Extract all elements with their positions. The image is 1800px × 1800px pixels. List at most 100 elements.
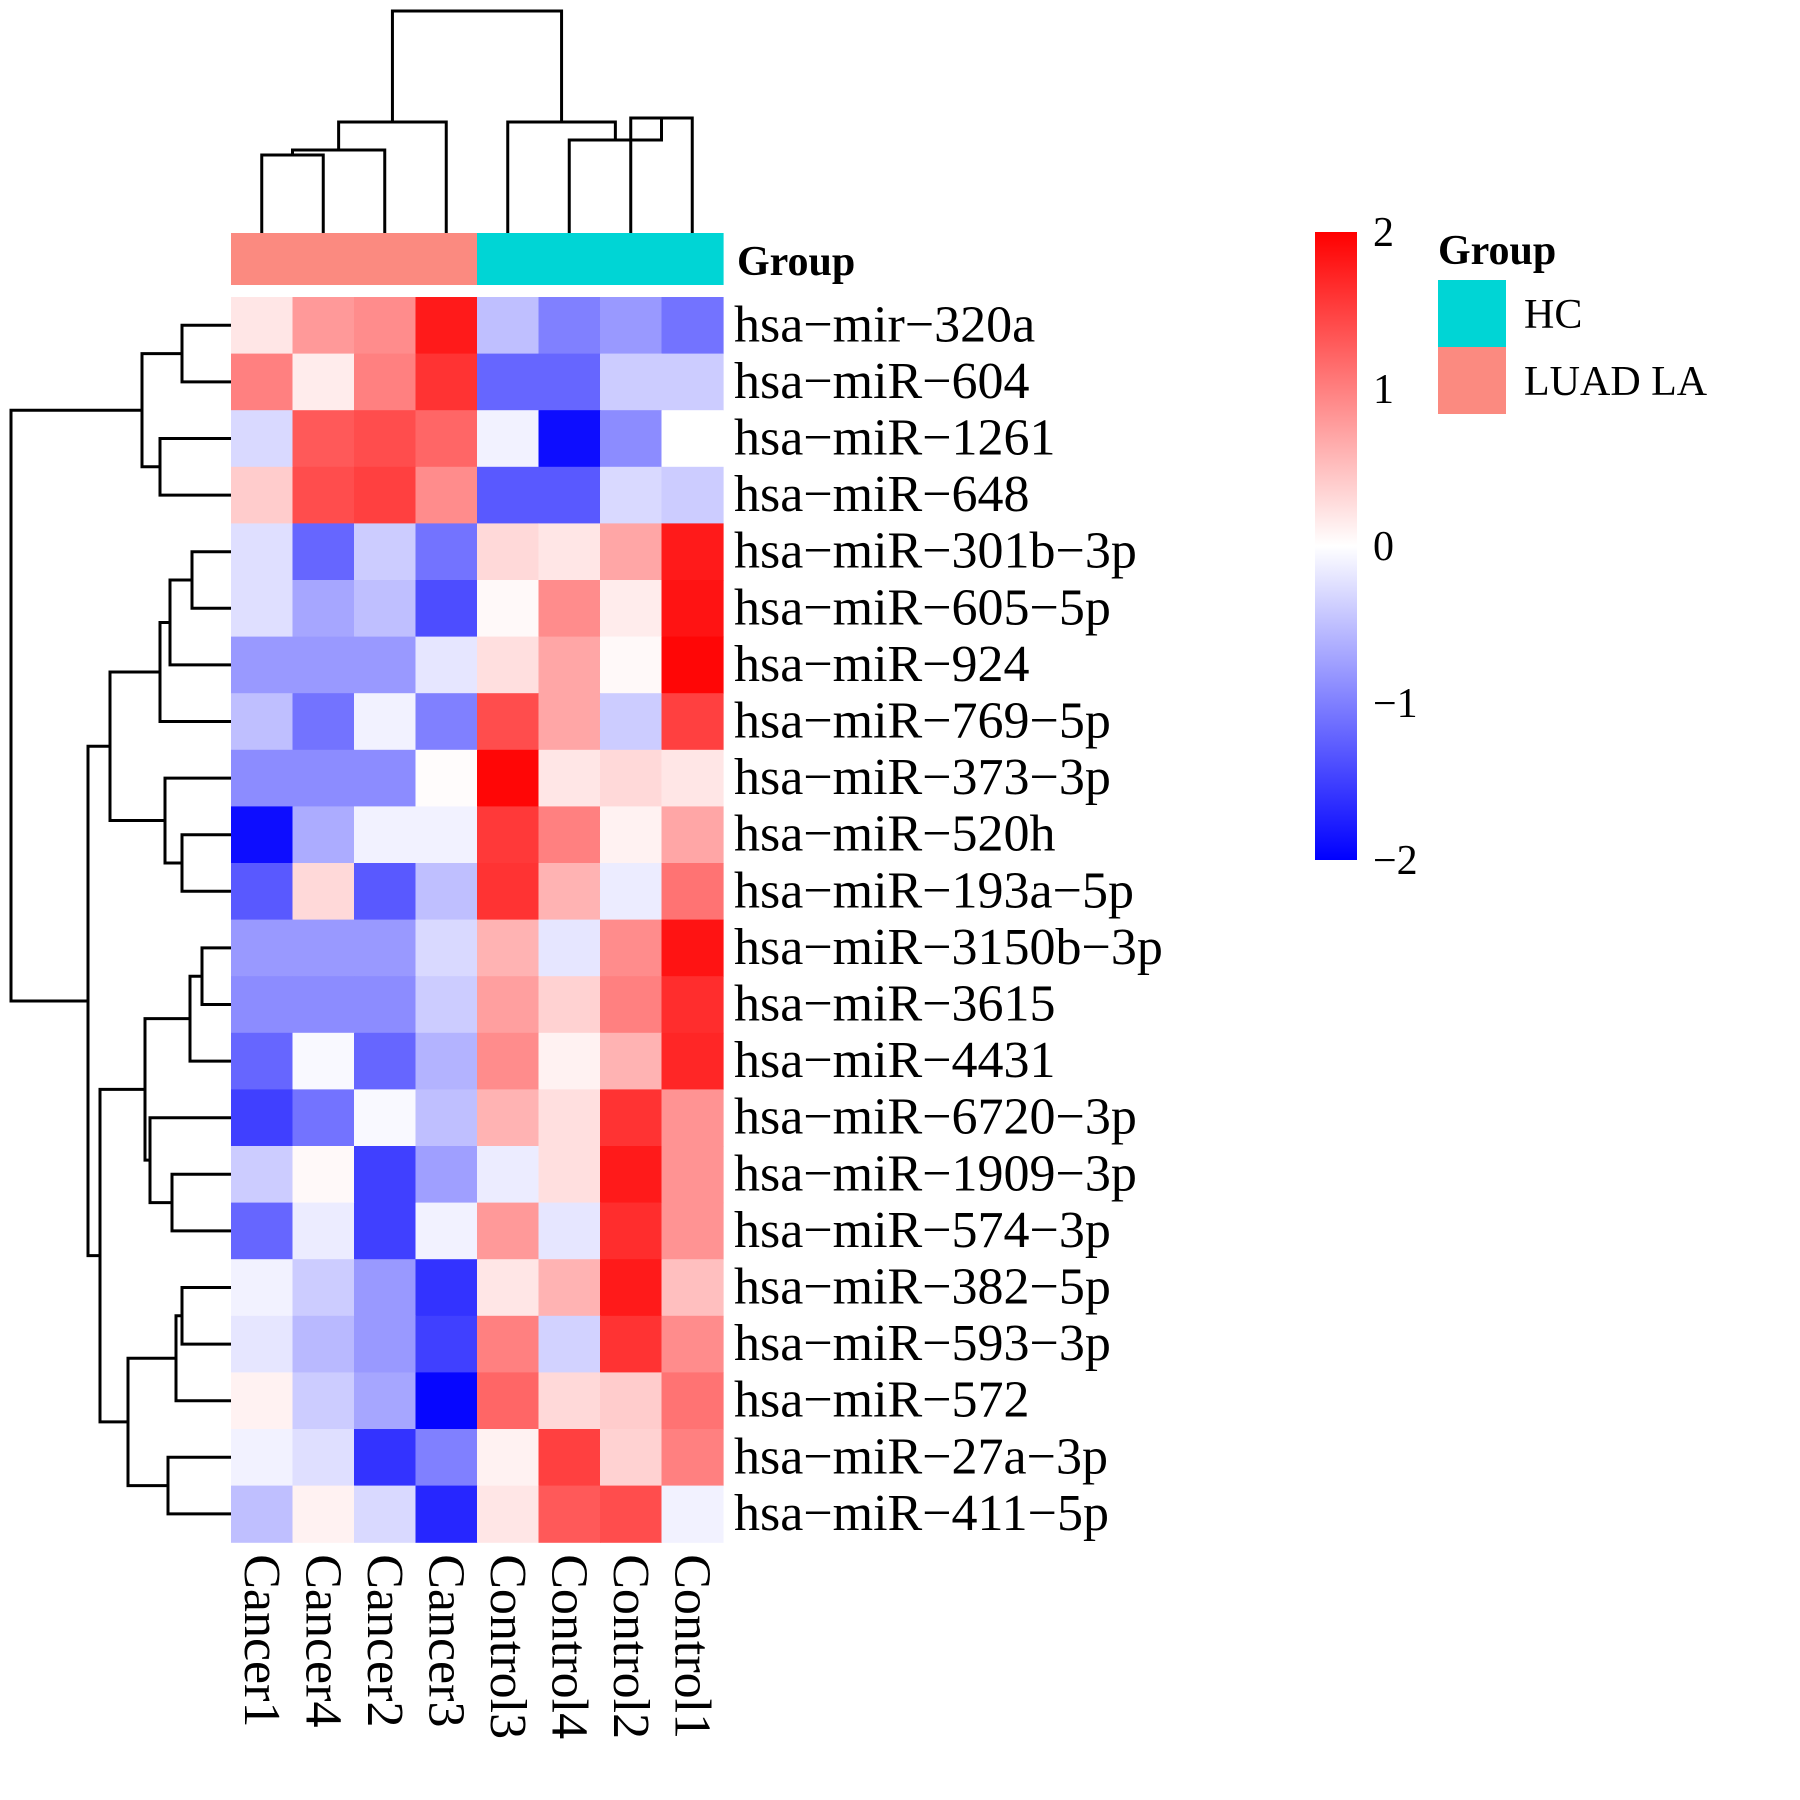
heatmap-cell <box>600 1485 663 1543</box>
heatmap-cell <box>354 410 417 468</box>
heatmap-cell <box>354 1485 417 1543</box>
heatmap-cell <box>538 976 601 1034</box>
heatmap-cell <box>292 636 355 694</box>
column-label: Control1 <box>663 1554 720 1739</box>
heatmap-cell <box>477 1372 540 1430</box>
heatmap-cell <box>231 1032 294 1090</box>
heatmap-cell <box>415 749 478 807</box>
heatmap-cell <box>354 636 417 694</box>
row-label: hsa−miR−593−3p <box>734 1315 1111 1372</box>
heatmap-cell <box>661 693 724 751</box>
heatmap-cell <box>661 1202 724 1260</box>
heatmap-cell <box>292 580 355 638</box>
heatmap-cell <box>415 523 478 581</box>
column-label: Control4 <box>540 1554 597 1739</box>
group-annotation-cell <box>354 233 417 285</box>
row-dendrogram-branch <box>180 323 231 384</box>
heatmap-cell <box>415 806 478 864</box>
heatmap-cell <box>415 1429 478 1487</box>
heatmap-cell <box>538 749 601 807</box>
heatmap-cell <box>231 863 294 921</box>
heatmap-cell <box>661 749 724 807</box>
heatmap-cell <box>661 523 724 581</box>
heatmap-cell <box>477 580 540 638</box>
heatmap-cell <box>354 1372 417 1430</box>
heatmap-cell <box>600 636 663 694</box>
heatmap-cell <box>600 297 663 355</box>
heatmap-cell <box>477 1315 540 1373</box>
heatmap-cells <box>231 297 724 1543</box>
heatmap-cell <box>354 466 417 524</box>
color-scale-tick-label: 2 <box>1373 210 1394 256</box>
row-label: hsa−miR−411−5p <box>734 1485 1109 1542</box>
heatmap-cell <box>477 353 540 411</box>
heatmap-cell <box>538 1032 601 1090</box>
heatmap-cell <box>538 353 601 411</box>
heatmap-cell <box>231 297 294 355</box>
heatmap-cell <box>661 636 724 694</box>
row-dendrogram-branch <box>140 352 182 469</box>
heatmap-cell <box>600 1429 663 1487</box>
heatmap-cell <box>661 1315 724 1373</box>
heatmap-cell <box>415 1372 478 1430</box>
heatmap-cell <box>661 1146 724 1204</box>
color-scale-tick-label: 0 <box>1373 524 1394 570</box>
row-dendrogram-branch <box>143 1017 190 1162</box>
heatmap-cell <box>231 976 294 1034</box>
heatmap-cell <box>292 1202 355 1260</box>
row-label: hsa−miR−1261 <box>734 410 1056 467</box>
group-annotation-cell <box>661 233 724 285</box>
row-label: hsa−miR−648 <box>734 466 1030 523</box>
row-label: hsa−miR−3615 <box>734 976 1056 1033</box>
column-label: Cancer2 <box>356 1554 413 1727</box>
group-annotation-cell <box>415 233 478 285</box>
heatmap-cell <box>292 1485 355 1543</box>
row-label: hsa−miR−6720−3p <box>734 1089 1137 1146</box>
heatmap-cell <box>661 919 724 977</box>
heatmap-cell <box>538 1315 601 1373</box>
heatmap-cell <box>231 1089 294 1147</box>
heatmap-cell <box>600 466 663 524</box>
heatmap-cell <box>354 580 417 638</box>
row-label: hsa−miR−3150b−3p <box>734 919 1163 976</box>
group-annotation-cell <box>477 233 540 285</box>
row-dendrogram-branch <box>163 776 231 865</box>
heatmap-cell <box>231 749 294 807</box>
heatmap-cell <box>600 1202 663 1260</box>
heatmap-cell <box>477 636 540 694</box>
heatmap-cell <box>292 353 355 411</box>
group-annotation-bar <box>231 233 724 285</box>
heatmap-cell <box>538 1485 601 1543</box>
heatmap-cell <box>538 636 601 694</box>
heatmap-cell <box>231 693 294 751</box>
heatmap-cell <box>661 410 724 468</box>
row-dendrogram-branch <box>166 1455 231 1516</box>
heatmap-cell <box>538 863 601 921</box>
heatmap-cell <box>292 297 355 355</box>
row-dendrogram-branch <box>180 1286 231 1346</box>
heatmap-cell <box>231 1202 294 1260</box>
heatmap-cell <box>477 976 540 1034</box>
heatmap-cell <box>600 1089 663 1147</box>
group-annotation-label: Group <box>737 239 855 285</box>
heatmap-cell <box>231 1429 294 1487</box>
heatmap-cell <box>477 523 540 581</box>
row-dendrogram-branch <box>188 974 231 1063</box>
heatmap-cell <box>600 580 663 638</box>
heatmap-cell <box>600 1146 663 1204</box>
heatmap-cell <box>415 466 478 524</box>
heatmap-cell <box>477 919 540 977</box>
heatmap-cell <box>292 1259 355 1317</box>
heatmap-cell <box>415 693 478 751</box>
heatmap-cell <box>354 1202 417 1260</box>
heatmap-cell <box>415 353 478 411</box>
heatmap-cell <box>354 297 417 355</box>
color-scale-bar <box>1315 232 1357 860</box>
group-annotation-cell <box>292 233 355 285</box>
group-annotation-cell <box>600 233 663 285</box>
row-label: hsa−miR−27a−3p <box>734 1428 1108 1485</box>
heatmap-cell <box>231 636 294 694</box>
heatmap-cell <box>477 693 540 751</box>
heatmap-cell <box>415 580 478 638</box>
